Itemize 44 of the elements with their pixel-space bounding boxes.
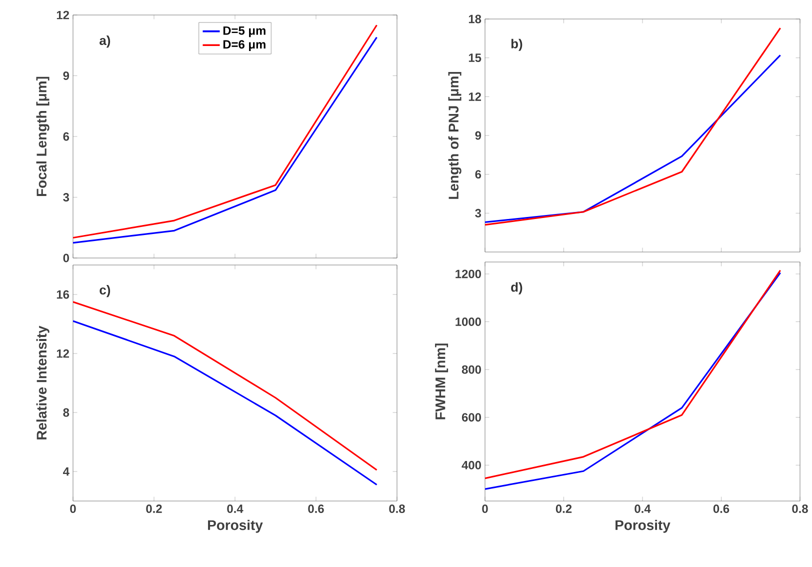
x-axis-title: Porosity <box>616 520 670 533</box>
x-tick-label: 0.2 <box>146 504 162 513</box>
y-tick-label: 800 <box>462 365 481 374</box>
y-tick-label: 400 <box>462 460 481 470</box>
x-axis-title: Porosity <box>208 520 263 533</box>
annotation: c) <box>100 285 110 298</box>
y-tick-label: 4 <box>63 467 70 476</box>
x-tick-label: 0 <box>482 504 488 513</box>
y-tick-label: 1000 <box>456 318 481 326</box>
y-tick-label: 8 <box>63 408 70 417</box>
x-tick-label: 0.4 <box>634 504 651 513</box>
annotation: b) <box>511 38 522 51</box>
y-tick-label: 9 <box>475 131 482 140</box>
x-tick-label: 0.4 <box>227 504 244 513</box>
y-tick-label: 3 <box>63 193 70 202</box>
x-tick-label: 0.6 <box>308 504 324 513</box>
y-tick-label: 0 <box>63 254 69 262</box>
y-tick-label: 3 <box>475 208 482 218</box>
line-series <box>73 301 378 471</box>
y-tick-label: 12 <box>56 10 69 20</box>
y-tick-label: 18 <box>468 14 482 24</box>
y-tick-label: 600 <box>462 413 481 422</box>
y-axis-title: Focal Length [μm] <box>36 76 50 196</box>
x-tick-label: 0.2 <box>556 504 572 513</box>
y-tick-label: 16 <box>56 290 70 299</box>
annotation: d) <box>511 282 522 294</box>
y-axis-title: Relative Intensity <box>36 326 50 440</box>
legend-label: D=6 μm <box>223 40 266 51</box>
line-series <box>73 320 378 486</box>
y-axis-title: Length of PNJ [μm] <box>448 72 462 199</box>
x-tick-label: 0.8 <box>389 504 405 513</box>
legend-label: D=5 μm <box>223 26 266 38</box>
y-tick-label: 15 <box>468 54 482 62</box>
y-tick-label: 12 <box>468 92 482 101</box>
y-tick-label: 6 <box>475 170 482 179</box>
y-tick-label: 12 <box>56 349 69 358</box>
y-tick-label: 6 <box>63 132 70 141</box>
y-tick-label: 9 <box>63 72 70 80</box>
x-tick-label: 0.8 <box>792 504 808 513</box>
x-tick-label: 0 <box>70 504 76 513</box>
annotation: a) <box>100 36 110 48</box>
y-tick-label: 1200 <box>456 270 481 278</box>
y-axis-title: FWHM [nm] <box>435 344 448 420</box>
x-tick-label: 0.6 <box>713 504 730 513</box>
